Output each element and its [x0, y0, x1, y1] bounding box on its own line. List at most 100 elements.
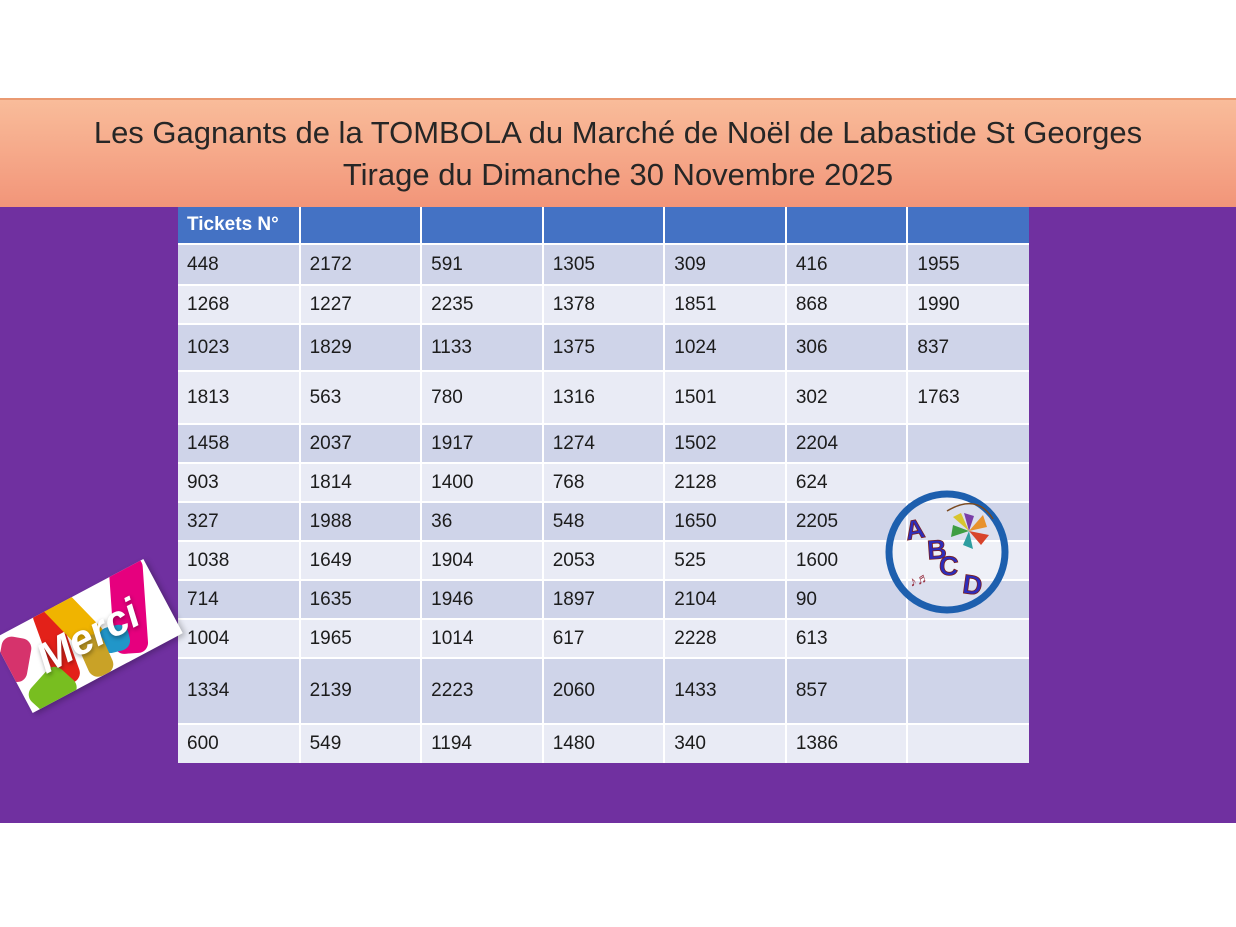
header-cell — [784, 207, 909, 245]
title-band: Les Gagnants de la TOMBOLA du Marché de … — [0, 98, 1236, 207]
table-row: 1023 1829 1133 1375 1024 306 837 — [178, 323, 1029, 372]
logo-letter-c: C — [938, 550, 960, 581]
ticket-cell: 1814 — [298, 462, 423, 503]
ticket-cell: 1946 — [420, 579, 544, 620]
header-cell — [298, 207, 423, 245]
ticket-cell: 448 — [178, 243, 301, 286]
ticket-cell: 302 — [784, 370, 909, 425]
table-row: 1813 563 780 1316 1501 302 1763 — [178, 370, 1029, 425]
table-header-row: Tickets N° — [178, 207, 1029, 245]
ticket-cell: 2139 — [298, 657, 423, 725]
ticket-cell: 624 — [784, 462, 909, 503]
ticket-cell: 1635 — [298, 579, 423, 620]
ticket-cell: 1274 — [541, 423, 666, 464]
ticket-cell: 768 — [541, 462, 666, 503]
ticket-cell: 1813 — [178, 370, 301, 425]
ticket-cell: 837 — [906, 323, 1029, 372]
table-row: 1268 1227 2235 1378 1851 868 1990 — [178, 284, 1029, 325]
ticket-cell: 1480 — [541, 723, 666, 763]
ticket-cell: 868 — [784, 284, 909, 325]
ticket-cell: 2204 — [784, 423, 909, 464]
ticket-cell: 2104 — [663, 579, 787, 620]
ticket-cell: 1763 — [906, 370, 1029, 425]
ticket-cell: 780 — [420, 370, 544, 425]
ticket-cell: 1990 — [906, 284, 1029, 325]
ticket-cell: 1851 — [663, 284, 787, 325]
ticket-cell — [906, 579, 1029, 620]
table-row: 1334 2139 2223 2060 1433 857 — [178, 657, 1029, 725]
logo-letter-d: D — [961, 569, 984, 601]
ticket-cell: 617 — [541, 618, 666, 659]
music-notes-icon: ♪♬ — [907, 568, 932, 590]
ticket-cell: 1316 — [541, 370, 666, 425]
ticket-cell: 416 — [784, 243, 909, 286]
ticket-cell: 340 — [663, 723, 787, 763]
ticket-cell: 714 — [178, 579, 301, 620]
ticket-cell: 1268 — [178, 284, 301, 325]
ticket-cell: 1227 — [298, 284, 423, 325]
ticket-cell: 2053 — [541, 540, 666, 581]
ticket-cell: 1004 — [178, 618, 301, 659]
ticket-cell: 2235 — [420, 284, 544, 325]
ticket-cell: 309 — [663, 243, 787, 286]
ticket-cell: 1955 — [906, 243, 1029, 286]
ticket-cell: 1501 — [663, 370, 787, 425]
ticket-cell: 591 — [420, 243, 544, 286]
ticket-cell: 1378 — [541, 284, 666, 325]
table-row: 327 1988 36 548 1650 2205 — [178, 501, 1029, 542]
merci-card: Merci — [0, 559, 183, 713]
ticket-cell: 1023 — [178, 323, 301, 372]
ticket-cell: 548 — [541, 501, 666, 542]
ticket-cell: 1375 — [541, 323, 666, 372]
table-row: 1038 1649 1904 2053 525 1600 — [178, 540, 1029, 581]
ticket-cell: 2060 — [541, 657, 666, 725]
table-row: 448 2172 591 1305 309 416 1955 — [178, 243, 1029, 286]
purple-background: Tickets N° 448 2172 591 1305 309 416 1955 1268 12… — [0, 207, 1236, 823]
ticket-cell: 1400 — [420, 462, 544, 503]
merci-sticker: Merci — [0, 408, 195, 713]
ticket-cell: 1917 — [420, 423, 544, 464]
table-row: 600 549 1194 1480 340 1386 — [178, 723, 1029, 763]
ticket-cell: 1433 — [663, 657, 787, 725]
ticket-cell: 1194 — [420, 723, 544, 763]
ticket-cell: 2172 — [298, 243, 423, 286]
table-row: 1004 1965 1014 617 2228 613 — [178, 618, 1029, 659]
ticket-cell: 563 — [298, 370, 423, 425]
ticket-cell: 1133 — [420, 323, 544, 372]
header-cell — [541, 207, 666, 245]
ticket-cell: 2228 — [663, 618, 787, 659]
table-row: 1458 2037 1917 1274 1502 2204 — [178, 423, 1029, 464]
ticket-cell: 36 — [420, 501, 544, 542]
abcd-logo-svg: A B C D ♪♬ — [885, 490, 1009, 614]
ticket-cell: 1904 — [420, 540, 544, 581]
ticket-cell: 2205 — [784, 501, 909, 542]
ticket-cell — [906, 723, 1029, 763]
slide-title-line2: Tirage du Dimanche 30 Novembre 2025 — [342, 156, 894, 192]
ticket-cell: 525 — [663, 540, 787, 581]
ticket-cell: 1014 — [420, 618, 544, 659]
header-cell — [420, 207, 544, 245]
merci-label: Merci — [28, 589, 148, 683]
ticket-cell: 1650 — [663, 501, 787, 542]
ticket-cell: 1897 — [541, 579, 666, 620]
ticket-cell: 2223 — [420, 657, 544, 725]
ticket-cell: 613 — [784, 618, 909, 659]
ticket-cell: 1829 — [298, 323, 423, 372]
ticket-cell: 1502 — [663, 423, 787, 464]
ticket-cell: 1305 — [541, 243, 666, 286]
ticket-cell: 1038 — [178, 540, 301, 581]
header-cell — [906, 207, 1029, 245]
ticket-cell: 857 — [784, 657, 909, 725]
table-row: 903 1814 1400 768 2128 624 — [178, 462, 1029, 503]
ticket-cell — [906, 423, 1029, 464]
ticket-cell: 2037 — [298, 423, 423, 464]
star-icon — [946, 502, 994, 549]
ticket-cell: 2128 — [663, 462, 787, 503]
ticket-cell: 1965 — [298, 618, 423, 659]
tickets-header-cell: Tickets N° — [178, 207, 301, 245]
slide-title-line1: Les Gagnants de la TOMBOLA du Marché de … — [93, 114, 1143, 150]
ticket-cell — [906, 618, 1029, 659]
ticket-cell: 90 — [784, 579, 909, 620]
abcd-logo: A B C D ♪♬ — [881, 487, 1013, 619]
